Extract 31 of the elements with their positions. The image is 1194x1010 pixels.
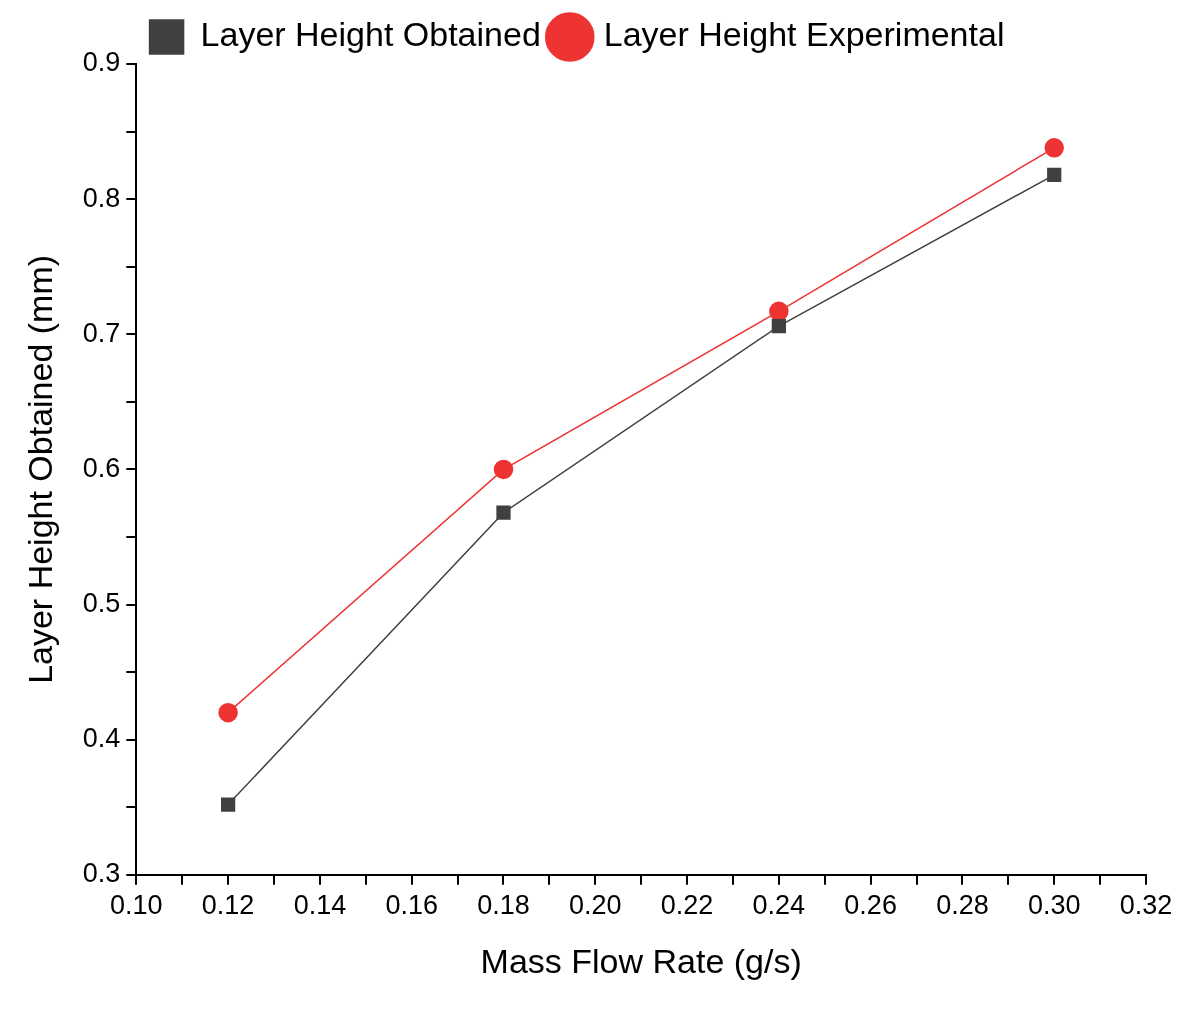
point [493,459,514,480]
point [496,505,511,520]
x-tick-label: 0.14 [293,890,347,921]
y-tick-label: 0.9 [82,47,121,78]
x-tick-label: 0.18 [477,890,530,921]
x-tick-label: 0.26 [844,890,897,921]
y-tick-label: 0.5 [82,587,121,618]
point [769,301,789,322]
x-tick-label: 0.22 [660,890,714,921]
point [1047,167,1062,182]
point [221,797,236,812]
legend-label: Layer Height Obtained [200,15,541,54]
x-tick-label: 0.24 [752,890,806,921]
x-tick-label: 0.30 [1027,890,1081,921]
point [218,702,238,723]
x-tick-label: 0.16 [385,890,438,921]
y-tick-label: 0.8 [82,182,121,213]
y-tick-label: 0.4 [82,723,121,754]
x-tick-label: 0.20 [568,890,622,921]
y-tick-label: 0.7 [82,317,121,348]
y-tick-label: 0.3 [82,858,121,889]
x-tick-label: 0.28 [936,890,989,921]
y-tick-label: 0.6 [82,452,121,483]
x-axis-title: Mass Flow Rate (g/s) [480,941,802,980]
x-tick-label: 0.12 [201,890,255,921]
point [771,319,786,334]
x-tick-label: 0.32 [1119,890,1173,921]
x-tick-label: 0.10 [110,890,163,921]
y-axis-title: Layer Height Obtained (mm) [20,254,59,684]
point [1044,138,1064,158]
legend-label: Layer Height Experimental [603,15,1005,54]
